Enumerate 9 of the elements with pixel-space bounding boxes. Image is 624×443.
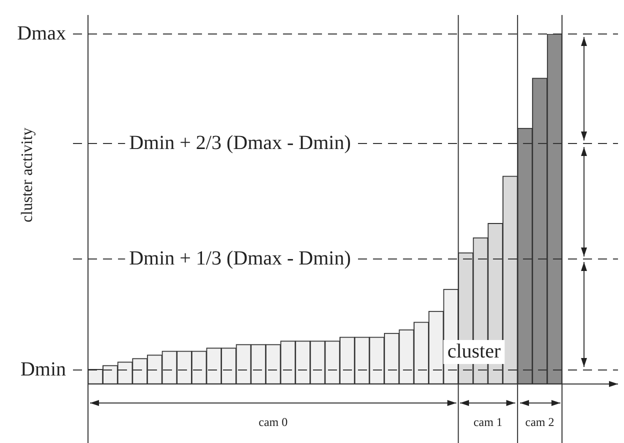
annotation: cluster	[447, 340, 501, 362]
ref-line-label: Dmin	[20, 358, 66, 380]
ref-line-label: Dmin + 1/3 (Dmax - Dmin)	[129, 247, 351, 270]
text: cam 1	[473, 415, 502, 430]
y-axis-title: cluster activity	[19, 128, 36, 222]
text: cam 0	[258, 415, 288, 430]
text: cam 2	[525, 415, 554, 430]
ref-line-label: Dmin + 2/3 (Dmax - Dmin)	[129, 132, 351, 154]
ref-line-label: Dmax	[17, 22, 66, 44]
